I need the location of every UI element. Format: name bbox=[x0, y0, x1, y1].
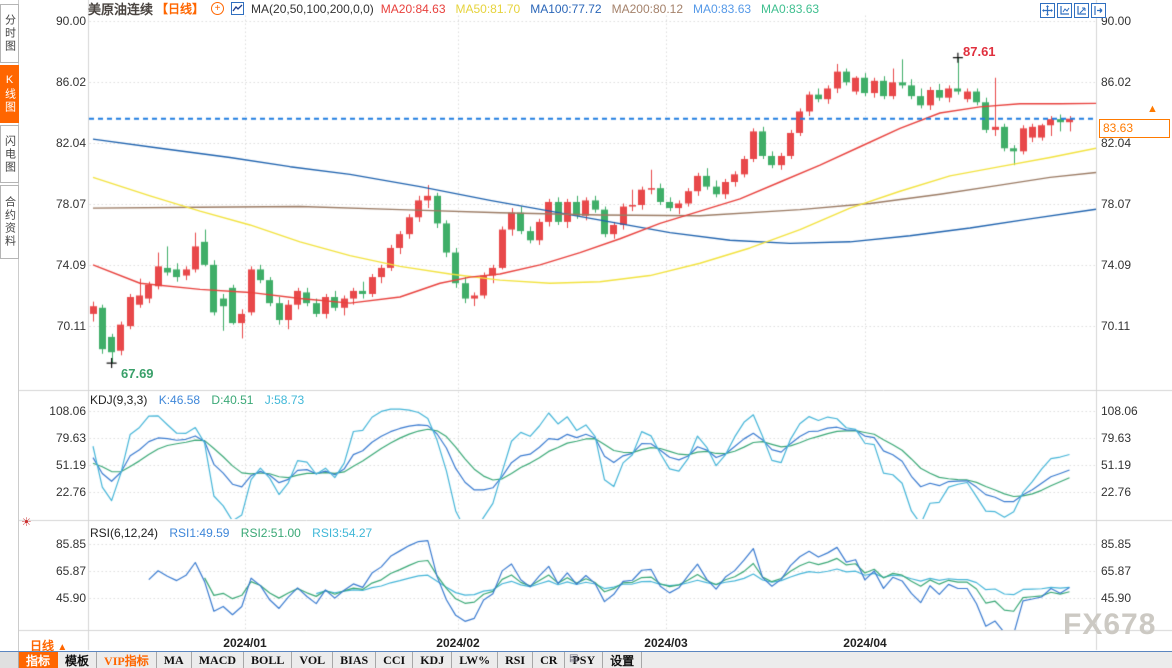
export-right-icon[interactable] bbox=[1091, 3, 1106, 18]
axis-label: 85.85 bbox=[1101, 537, 1132, 551]
chart-header: 美原油连续 【日线】 + MA(20,50,100,200,0,0) MA20:… bbox=[88, 1, 829, 18]
ma-value: MA0:83.63 bbox=[761, 1, 820, 16]
bottom-tab-BIAS[interactable]: BIAS bbox=[333, 652, 377, 668]
ma-value: MA0:83.63 bbox=[693, 1, 752, 16]
current-price-badge: 83.63 bbox=[1099, 119, 1170, 138]
sidebar-tab-contract-info[interactable]: 合约资料 bbox=[0, 185, 19, 259]
sidebar-tab-label: 分时图 bbox=[3, 14, 16, 53]
kdj-title: KDJ(9,3,3) bbox=[90, 393, 148, 407]
period-selector[interactable]: 日线 ▲ bbox=[30, 637, 67, 654]
bottom-tab-VIP指标[interactable]: VIP指标 bbox=[97, 652, 157, 668]
axis-label: 85.85 bbox=[55, 537, 86, 551]
axis-label: 22.76 bbox=[55, 485, 86, 499]
pan-chart-icon[interactable] bbox=[1074, 3, 1089, 18]
rsi-title: RSI(6,12,24) bbox=[90, 526, 159, 540]
ma-params-label: MA(20,50,100,200,0,0) bbox=[251, 1, 374, 16]
corner-grid-icon[interactable]: ▤ bbox=[569, 653, 579, 664]
sidebar-tab-label: 闪电图 bbox=[3, 134, 16, 174]
ma-value: MA50:81.70 bbox=[455, 1, 521, 16]
axis-label: 90.00 bbox=[1101, 14, 1132, 28]
pane-settings-icon[interactable]: ☀ bbox=[21, 515, 32, 529]
axis-label: 78.07 bbox=[55, 196, 86, 211]
tab-bar-corner bbox=[0, 652, 19, 668]
axis-label: 45.90 bbox=[1101, 591, 1132, 605]
axis-label: 78.07 bbox=[1101, 196, 1132, 211]
bottom-tab-MACD[interactable]: MACD bbox=[192, 652, 245, 668]
add-circle-icon[interactable]: + bbox=[211, 2, 225, 15]
bottom-tab-RSI[interactable]: RSI bbox=[498, 652, 534, 668]
axis-label: 108.06 bbox=[49, 404, 86, 418]
bottom-tab-CCI[interactable]: CCI bbox=[376, 652, 414, 668]
axis-label: 86.02 bbox=[55, 75, 86, 90]
watermark-logo: FX678 bbox=[1063, 608, 1157, 641]
axis-label: 65.87 bbox=[1101, 564, 1132, 578]
x-axis-label: 2024/04 bbox=[843, 636, 887, 650]
bottom-tab-BOLL[interactable]: BOLL bbox=[244, 652, 293, 668]
axis-label: 82.04 bbox=[1101, 136, 1132, 151]
axis-label: 45.90 bbox=[55, 591, 86, 605]
rsi1-value: RSI1:49.59 bbox=[169, 526, 230, 540]
x-axis-label: 2024/02 bbox=[436, 636, 480, 650]
axis-label: 79.63 bbox=[1101, 430, 1132, 445]
chevron-up-icon: ▲ bbox=[57, 642, 68, 653]
move-crosshair-icon[interactable] bbox=[1040, 3, 1055, 18]
axis-label: 51.19 bbox=[1101, 458, 1132, 472]
axis-label: 79.63 bbox=[55, 430, 86, 445]
axis-label: 65.87 bbox=[55, 564, 86, 578]
price-marker-arrow-icon: ▲ bbox=[1147, 103, 1158, 115]
axis-label: 86.02 bbox=[1101, 75, 1132, 90]
axis-label: 74.09 bbox=[1101, 257, 1132, 272]
bottom-tab-模板[interactable]: 模板 bbox=[58, 652, 98, 668]
axis-label: 82.04 bbox=[55, 136, 86, 151]
ma-value: MA20:84.63 bbox=[380, 1, 446, 16]
sidebar-tab-label: K线图 bbox=[3, 74, 16, 114]
ma-value: MA100:77.72 bbox=[530, 1, 602, 16]
axis-label: 74.09 bbox=[55, 257, 86, 272]
zoom-axis-icon[interactable] bbox=[1057, 3, 1072, 18]
indicator-tab-bar: 指标 模板 VIP指标 MA MACD BOLL VOL BIAS CCI KDJ LW% RSI CR… bbox=[0, 651, 1172, 668]
chart-style-icon[interactable] bbox=[231, 2, 245, 15]
axis-label: 51.19 bbox=[55, 458, 86, 472]
chart-type-sidebar: 分时图 K线图 闪电图 合约资料 bbox=[0, 0, 19, 668]
x-axis-label: 2024/03 bbox=[644, 636, 688, 650]
rsi-header: RSI(6,12,24) RSI1:49.59 RSI2:51.00 RSI3:… bbox=[90, 526, 380, 540]
bottom-tab-MA[interactable]: MA bbox=[157, 652, 192, 668]
rsi3-value: RSI3:54.27 bbox=[312, 526, 373, 540]
sidebar-tab-label: 合约资料 bbox=[3, 196, 16, 248]
sidebar-tab-kline-chart[interactable]: K线图 bbox=[0, 65, 19, 123]
bottom-tab-设置[interactable]: 设置 bbox=[603, 652, 643, 668]
kdj-header: KDJ(9,3,3) K:46.58 D:40.51 J:58.73 bbox=[90, 393, 312, 407]
kdj-d-value: D:40.51 bbox=[211, 393, 254, 407]
axis-label: 90.00 bbox=[55, 14, 86, 28]
high-price-annotation: 87.61 bbox=[963, 44, 996, 59]
titlebar-icon-group bbox=[1040, 3, 1106, 18]
sidebar-tab-flash-chart[interactable]: 闪电图 bbox=[0, 125, 19, 183]
period-selector-label: 日线 bbox=[30, 639, 55, 653]
x-axis-label: 2024/01 bbox=[223, 636, 267, 650]
ma-value: MA200:80.12 bbox=[611, 1, 683, 16]
bottom-tab-VOL[interactable]: VOL bbox=[292, 652, 334, 668]
period-tag: 【日线】 bbox=[156, 2, 205, 16]
axis-label: 70.11 bbox=[1101, 319, 1131, 333]
sidebar-tab-time-chart[interactable]: 分时图 bbox=[0, 4, 19, 63]
low-price-annotation: 67.69 bbox=[121, 366, 154, 381]
rsi2-value: RSI2:51.00 bbox=[240, 526, 301, 540]
bottom-tab-PSY[interactable]: PSY bbox=[565, 652, 604, 668]
axis-label: 22.76 bbox=[1101, 485, 1132, 499]
kdj-j-value: J:58.73 bbox=[264, 393, 305, 407]
kdj-k-value: K:46.58 bbox=[158, 393, 201, 407]
ma-values: MA20:84.63 MA50:81.70 MA100:77.72 MA200:80.… bbox=[381, 2, 829, 16]
bottom-tab-指标[interactable]: 指标 bbox=[19, 652, 59, 668]
symbol-name: 美原油连续 bbox=[88, 2, 154, 17]
bottom-tab-CR[interactable]: CR bbox=[533, 652, 566, 668]
bottom-tab-KDJ[interactable]: KDJ bbox=[413, 652, 453, 668]
bottom-tab-LW%[interactable]: LW% bbox=[452, 652, 499, 668]
axis-label: 108.06 bbox=[1101, 404, 1138, 418]
axis-label: 70.11 bbox=[56, 319, 86, 333]
